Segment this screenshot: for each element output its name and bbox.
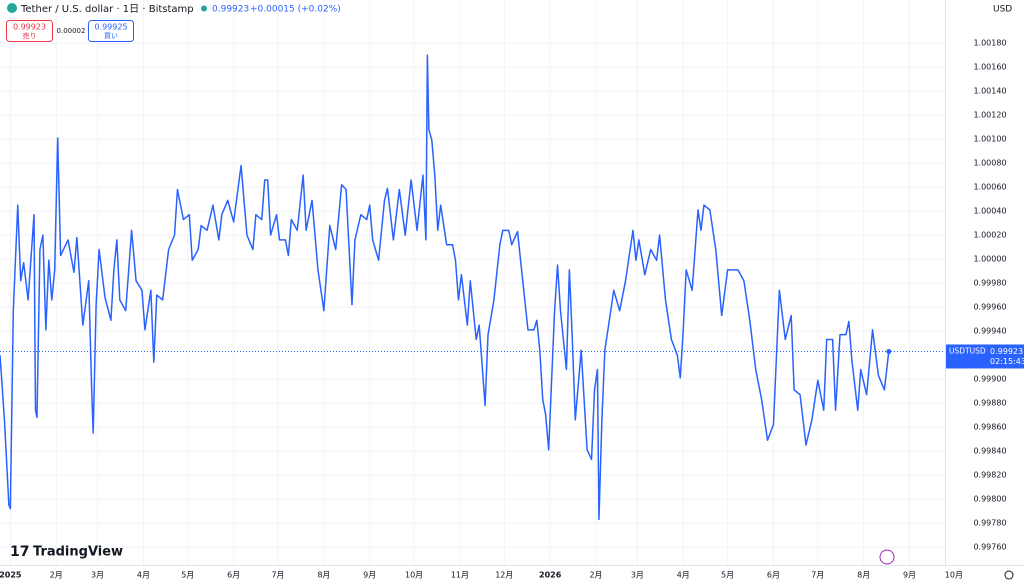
tag-symbol: USDTUSD [949, 346, 986, 355]
y-tick-label: 1.00080 [973, 159, 1006, 168]
y-tick-label: 1.00060 [973, 183, 1006, 192]
header-change: +0.00015 (+0.02%) [250, 5, 341, 15]
x-tick-label: 5月 [721, 571, 734, 580]
spread: 0.00002 [57, 27, 86, 35]
y-tick-label: 1.00040 [973, 207, 1006, 216]
tag-time: 02:15:43 [990, 357, 1024, 366]
brand: TradingView [33, 545, 123, 560]
last-point [886, 348, 892, 354]
y-tick-label: 0.99960 [973, 303, 1006, 312]
x-tick-label: 7月 [811, 571, 824, 580]
x-tick-label: 9月 [363, 571, 376, 580]
status-dot [201, 5, 207, 12]
x-tick-label: 2025 [0, 571, 22, 580]
x-tick-label: 9月 [903, 571, 916, 580]
event-icon[interactable] [879, 549, 895, 565]
x-tick-label: 12月 [495, 571, 513, 580]
x-tick-label: 11月 [451, 571, 469, 580]
x-tick-label: 2026 [539, 571, 562, 580]
x-tick-label: 8月 [317, 571, 330, 580]
y-tick-label: 0.99880 [973, 399, 1006, 408]
x-tick-label: 4月 [677, 571, 690, 580]
x-tick-label: 2月 [50, 571, 63, 580]
y-tick-label: 0.99780 [973, 519, 1006, 528]
buy-price[interactable]: 0.99925 [94, 23, 127, 32]
x-tick-label: 4月 [137, 571, 150, 580]
y-tick-label: 1.00160 [973, 63, 1006, 72]
y-tick-label: 1.00120 [973, 111, 1006, 120]
y-tick-label: 0.99900 [973, 375, 1006, 384]
buy-label[interactable]: 買い [104, 32, 118, 40]
price-tag [946, 344, 1024, 369]
y-tick-label: 1.00020 [973, 231, 1006, 240]
x-tick-label: 6月 [767, 571, 780, 580]
x-tick-label: 10月 [405, 571, 423, 580]
y-tick-label: 1.00180 [973, 39, 1006, 48]
x-tick-label: 10月 [945, 571, 963, 580]
header-price: 0.99923 [212, 5, 249, 15]
sell-price[interactable]: 0.99923 [13, 23, 46, 32]
x-tick-label: 2月 [589, 571, 602, 580]
price-line [0, 54, 890, 521]
currency: USD [993, 5, 1012, 15]
y-tick-label: 0.99760 [973, 543, 1006, 552]
x-tick-label: 8月 [857, 571, 870, 580]
sell-button[interactable] [6, 20, 53, 42]
x-tick-label: 3月 [91, 571, 104, 580]
y-tick-label: 0.99820 [973, 471, 1006, 480]
x-tick-label: 5月 [181, 571, 194, 580]
y-tick-label: 1.00000 [973, 255, 1006, 264]
y-tick-label: 1.00140 [973, 87, 1006, 96]
y-tick-label: 0.99980 [973, 279, 1006, 288]
x-tick-label: 3月 [631, 571, 644, 580]
sell-label[interactable]: 売り [23, 31, 37, 40]
y-tick-label: 0.99840 [973, 447, 1006, 456]
settings-icon[interactable] [1004, 570, 1014, 580]
tv-logo-mark: 17 [10, 544, 29, 560]
symbol-title: Tether / U.S. dollar · 1日 · Bitstamp [20, 4, 194, 15]
x-tick-label: 6月 [227, 571, 240, 580]
y-tick-label: 0.99800 [973, 495, 1006, 504]
y-tick-label: 1.00100 [973, 135, 1006, 144]
y-tick-label: 0.99940 [973, 327, 1006, 336]
buy-button[interactable] [88, 20, 134, 42]
y-tick-label: 0.99860 [973, 423, 1006, 432]
tag-price: 0.99923 [990, 347, 1023, 356]
x-tick-label: 7月 [271, 571, 284, 580]
symbol-icon [7, 3, 17, 13]
